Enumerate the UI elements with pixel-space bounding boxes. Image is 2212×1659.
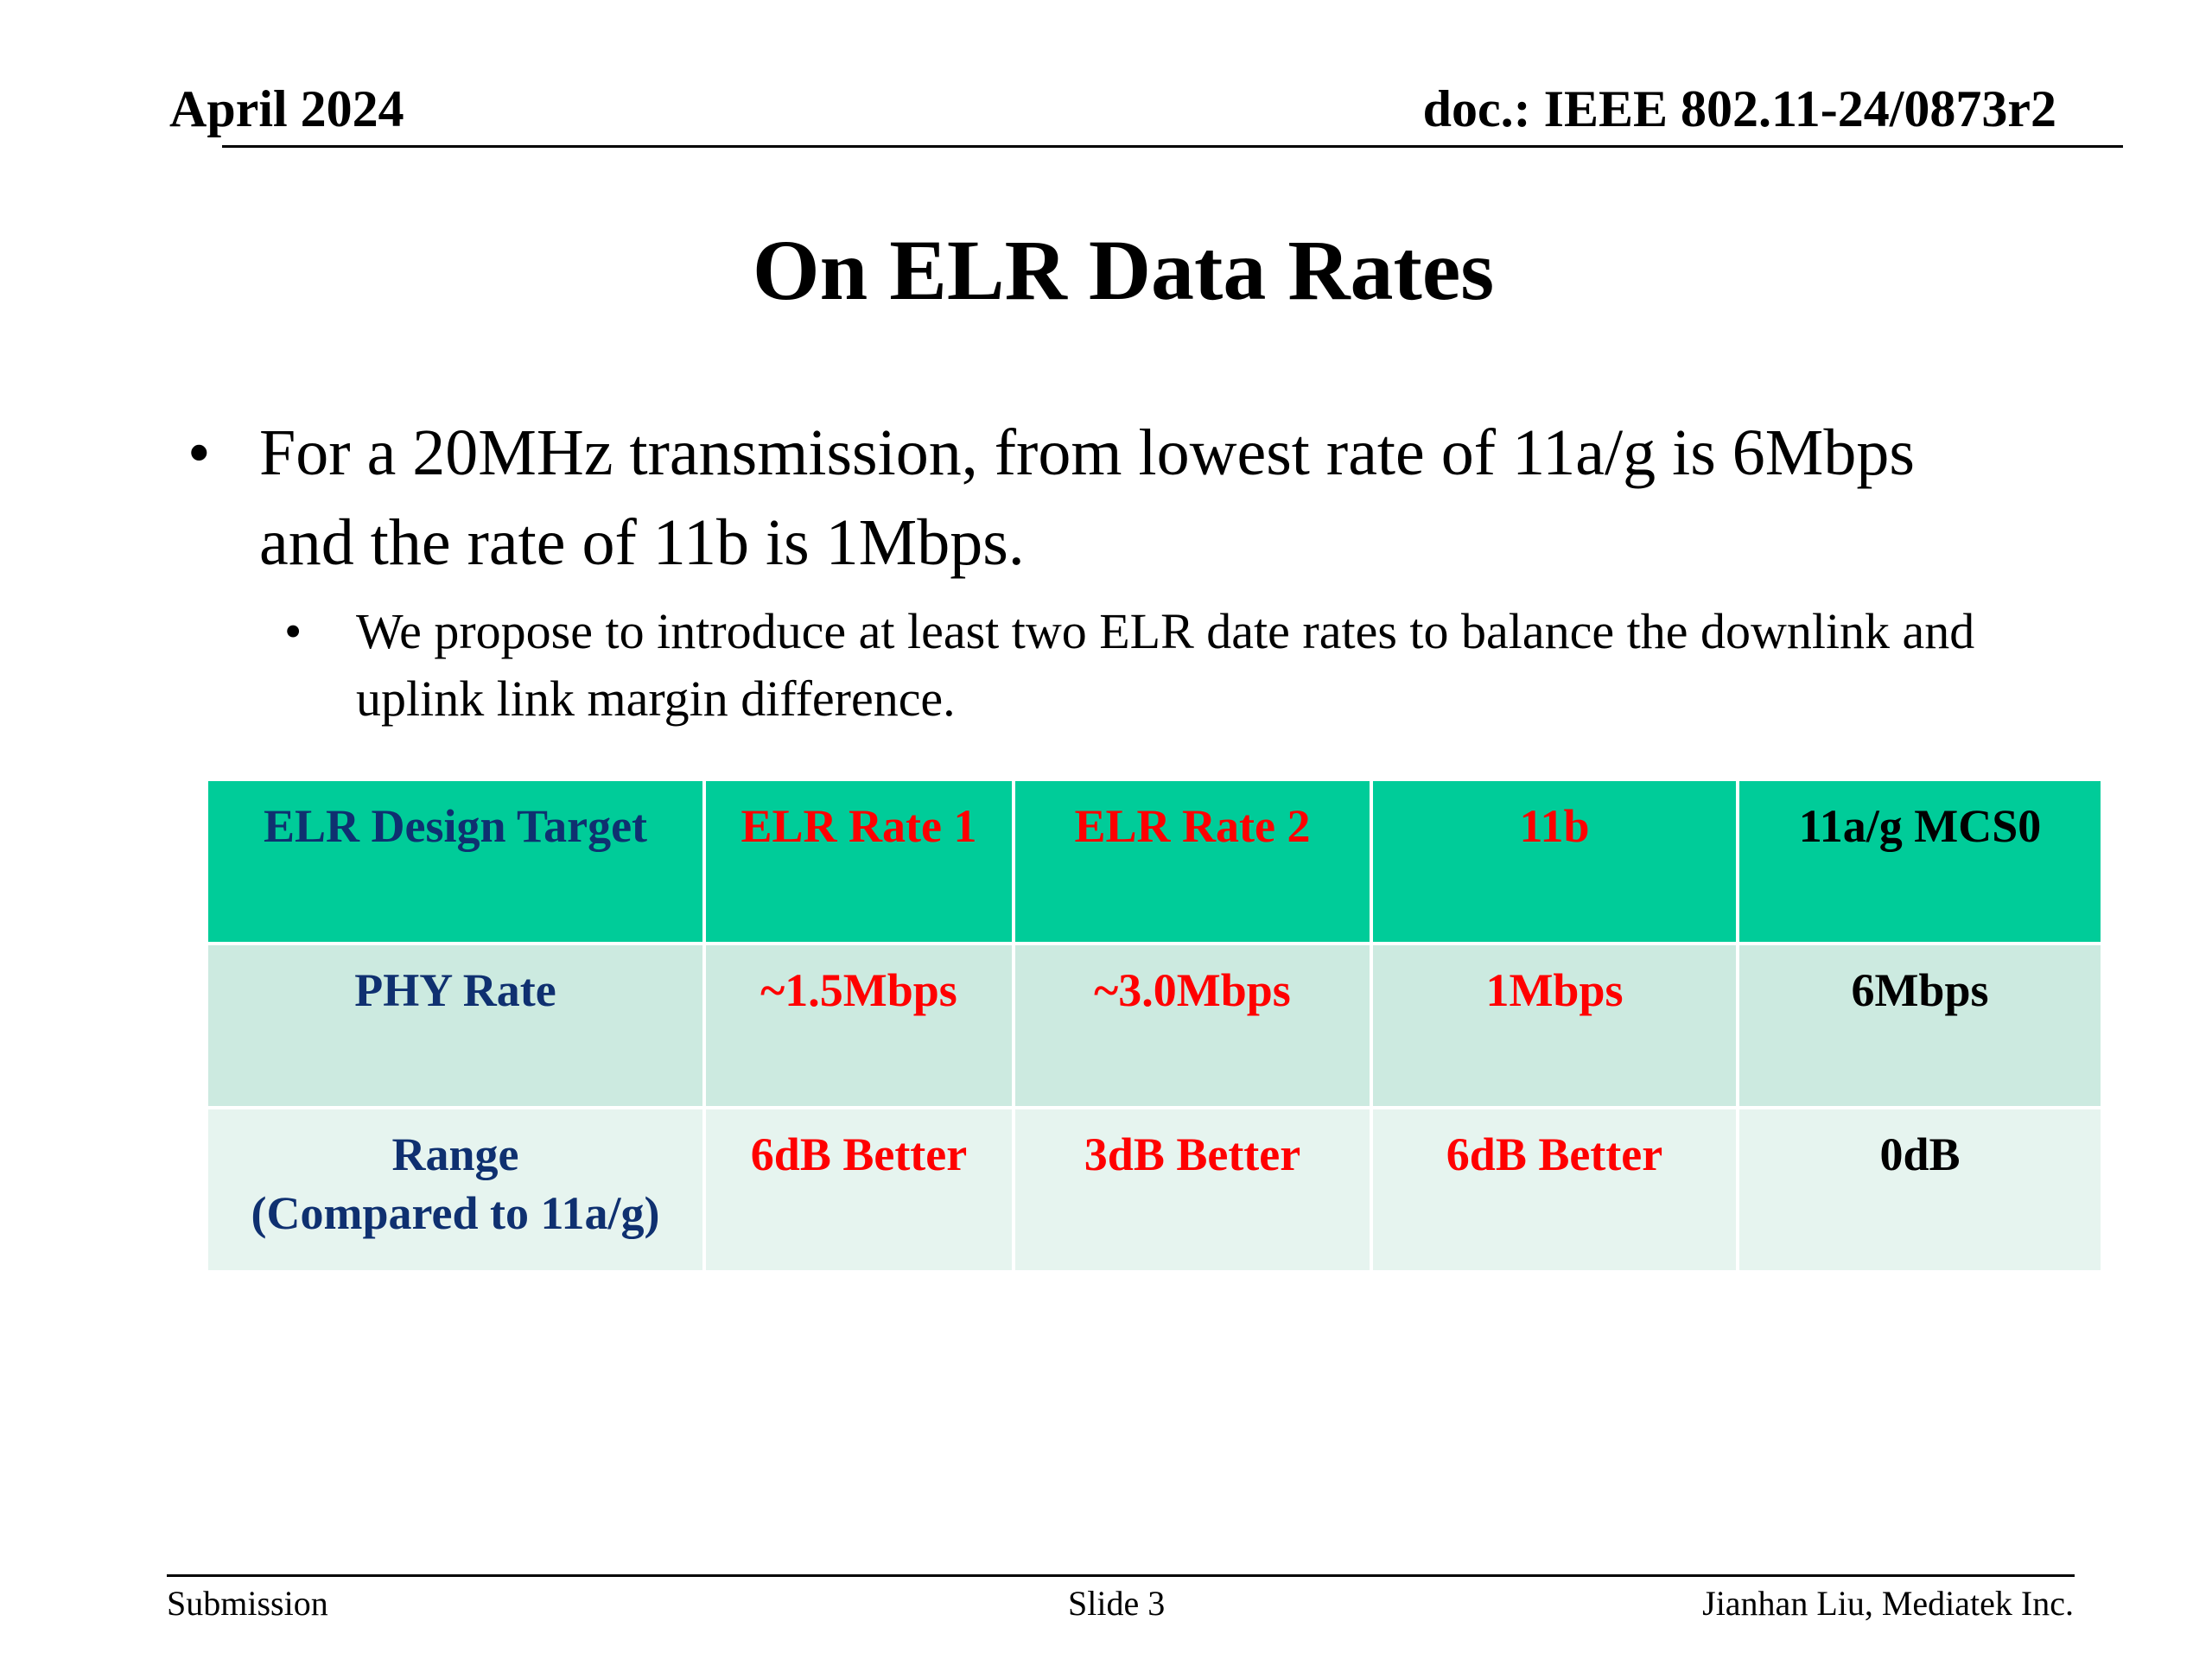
footer-author: Jianhan Liu, Mediatek Inc. (1702, 1584, 2074, 1623)
table-row: PHY Rate ~1.5Mbps ~3.0Mbps 1Mbps 6Mbps (205, 942, 2104, 1109)
table-cell: 6dB Better (1370, 1106, 1739, 1274)
rates-table: ELR Design Target ELR Rate 1 ELR Rate 2 … (205, 778, 2104, 1274)
range-note: (Compared to 11a/g) (251, 1187, 660, 1239)
bullet-marker: • (188, 416, 211, 489)
table-cell: ~3.0Mbps (1012, 942, 1373, 1109)
table-header-row: ELR Design Target ELR Rate 1 ELR Rate 2 … (205, 778, 2104, 945)
slide-title: On ELR Data Rates (752, 222, 1495, 318)
footer-divider (167, 1574, 2075, 1577)
bullet-main: For a 20MHz transmission, from lowest ra… (259, 416, 1915, 579)
header-date: April 2024 (169, 80, 404, 137)
table-cell: 3dB Better (1012, 1106, 1373, 1274)
table-header-cell: ELR Design Target (205, 778, 706, 945)
table-cell: ~1.5Mbps (702, 942, 1015, 1109)
range-label: Range (391, 1128, 519, 1180)
header-divider (222, 145, 2123, 148)
table-header-cell: ELR Rate 1 (702, 778, 1015, 945)
table-cell: 6Mbps (1736, 942, 2104, 1109)
table-header-cell: ELR Rate 2 (1012, 778, 1373, 945)
table-cell: 1Mbps (1370, 942, 1739, 1109)
footer-submission: Submission (167, 1584, 328, 1623)
table-cell: 0dB (1736, 1106, 2104, 1274)
header-doc-id: doc.: IEEE 802.11-24/0873r2 (1422, 80, 2056, 137)
table-header-cell: 11a/g MCS0 (1736, 778, 2104, 945)
rates-table-container: ELR Design Target ELR Rate 1 ELR Rate 2 … (205, 778, 2104, 1274)
table-header-cell: 11b (1370, 778, 1739, 945)
table-cell: PHY Rate (205, 942, 706, 1109)
table-row: Range (Compared to 11a/g) 6dB Better 3dB… (205, 1106, 2104, 1274)
table-cell: Range (Compared to 11a/g) (205, 1106, 706, 1274)
footer-slide-number: Slide 3 (1068, 1584, 1166, 1623)
bullet-sub: We propose to introduce at least two ELR… (356, 603, 1975, 727)
sub-bullet-marker: • (284, 603, 302, 659)
table-cell: 6dB Better (702, 1106, 1015, 1274)
